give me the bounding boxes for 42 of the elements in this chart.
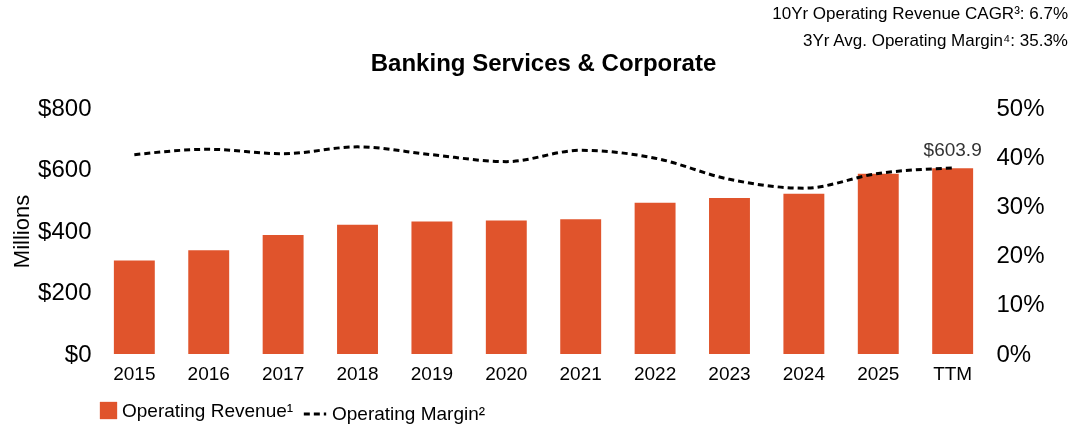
y-tick-label: $600 <box>38 155 92 182</box>
x-tick-label: 2020 <box>485 362 528 384</box>
y2-tick-label: 20% <box>996 241 1045 269</box>
x-tick-label: 2023 <box>708 362 751 384</box>
x-tick-label: 2019 <box>410 362 454 384</box>
bar <box>783 193 825 354</box>
text: 10Yr Operating Revenue CAGR³: 6.7% <box>772 4 1068 23</box>
y-tick-label: $200 <box>38 278 92 305</box>
x-tick-label: 2025 <box>857 362 900 384</box>
y-tick-label: $0 <box>64 339 92 367</box>
bar <box>857 173 899 354</box>
y-tick-label: $800 <box>38 93 92 121</box>
bar <box>485 220 527 354</box>
x-tick-label: 2024 <box>782 362 826 384</box>
legend-label: Operating Margin² <box>332 403 486 424</box>
text: 3Yr Avg. Operating Margin⁴: 35.3% <box>803 31 1068 50</box>
bar <box>113 260 155 354</box>
y2-tick-label: 50% <box>996 93 1045 121</box>
y2-tick-label: 10% <box>996 290 1045 318</box>
bar <box>932 168 974 354</box>
x-tick-label: TTM <box>933 362 973 384</box>
x-tick-label: 2022 <box>633 362 677 384</box>
bar <box>262 235 304 354</box>
x-tick-label: 2016 <box>187 362 230 384</box>
y-axis-title: Millions <box>9 194 35 269</box>
bar <box>634 202 676 354</box>
y-tick-label: $400 <box>38 216 92 244</box>
chart-title: Banking Services & Corporate <box>370 49 717 76</box>
legend-label: Operating Revenue¹ <box>122 399 294 421</box>
x-tick-label: 2017 <box>261 362 305 384</box>
x-tick-label: 2021 <box>559 362 602 384</box>
x-tick-label: 2018 <box>336 362 379 384</box>
x-tick-label: 2015 <box>113 362 156 384</box>
data-label: $603.9 <box>923 139 982 161</box>
bar <box>337 224 378 354</box>
bar <box>411 221 453 354</box>
y2-tick-label: 30% <box>996 191 1045 219</box>
y2-tick-label: 40% <box>996 142 1045 170</box>
bar <box>188 250 230 354</box>
y2-tick-label: 0% <box>996 339 1032 367</box>
bar <box>709 198 750 354</box>
bar <box>560 219 602 354</box>
